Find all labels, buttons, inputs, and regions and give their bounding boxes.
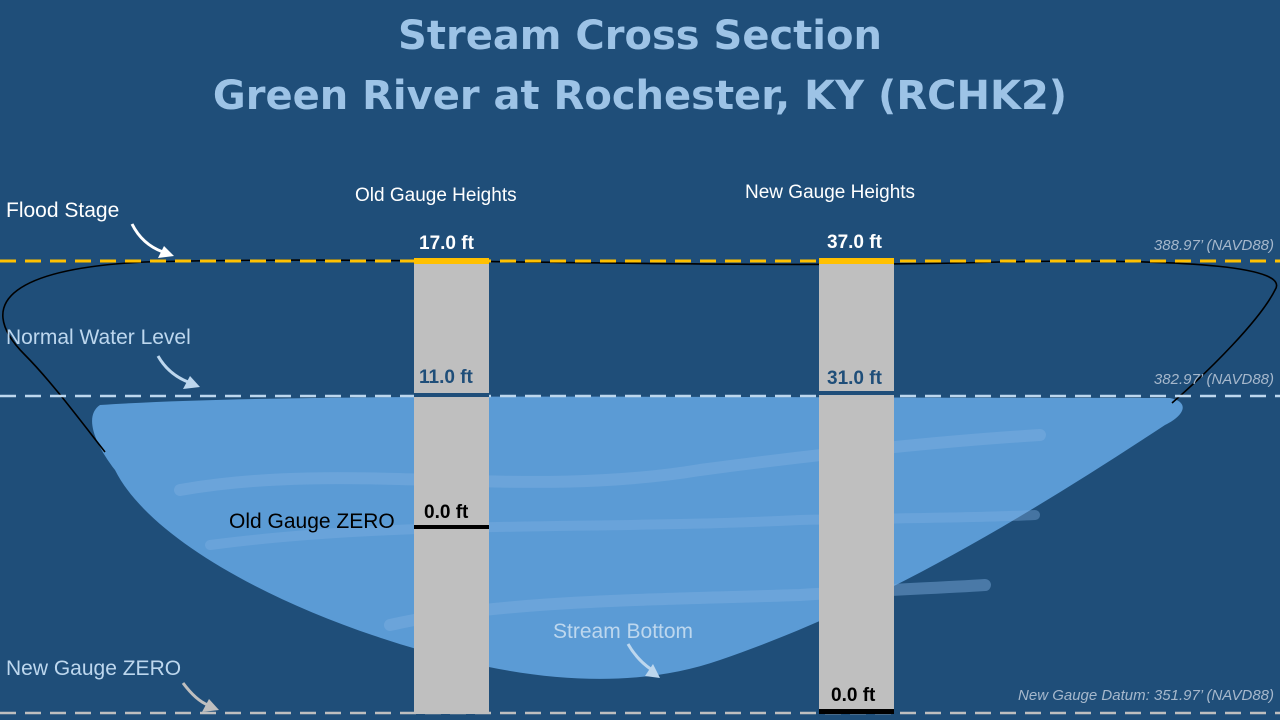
old-gauge-normal-mark bbox=[414, 393, 489, 397]
normal-water-arrow bbox=[156, 355, 200, 389]
diagram-title: Stream Cross Section bbox=[398, 13, 882, 59]
old-gauge-flood-value: 17.0 ft bbox=[419, 233, 474, 254]
water-streak bbox=[205, 510, 1040, 550]
old-gauge-zero-label: Old Gauge ZERO bbox=[229, 510, 395, 533]
stream-bottom-arrow bbox=[626, 643, 660, 678]
old-gauge-zero-mark bbox=[414, 525, 489, 529]
diagram-subtitle: Green River at Rochester, KY (RCHK2) bbox=[212, 73, 1068, 119]
new-gauge-datum-elevation: New Gauge Datum: 351.97’ (NAVD88) bbox=[1018, 687, 1274, 704]
flood-stage-elevation: 388.97’ (NAVD88) bbox=[1153, 237, 1274, 254]
old-gauge-flood-mark bbox=[414, 258, 489, 264]
normal-water-level-label: Normal Water Level bbox=[6, 326, 191, 349]
new-gauge-staff bbox=[819, 262, 894, 714]
old-gauge-staff bbox=[414, 262, 489, 714]
new-gauge-flood-value: 37.0 ft bbox=[827, 232, 882, 253]
new-gauge-zero-label: New Gauge ZERO bbox=[6, 657, 182, 680]
new-gauge-zero-mark bbox=[819, 709, 894, 714]
new-gauge-normal-mark bbox=[819, 391, 894, 395]
old-gauge-zero-value: 0.0 ft bbox=[424, 502, 469, 523]
normal-water-elevation: 382.97’ (NAVD88) bbox=[1153, 371, 1274, 388]
water-streak bbox=[174, 429, 1046, 496]
flood-stage-arrow bbox=[130, 223, 174, 258]
flood-stage-label: Flood Stage bbox=[6, 199, 120, 222]
old-gauge-normal-value: 11.0 ft bbox=[419, 367, 473, 388]
new-gauge-zero-value: 0.0 ft bbox=[831, 685, 876, 706]
new-gauge-flood-mark bbox=[819, 258, 894, 264]
old-gauge-heights-header: Old Gauge Heights bbox=[355, 185, 517, 206]
new-gauge-normal-value: 31.0 ft bbox=[827, 368, 882, 389]
new-gauge-zero-arrow bbox=[181, 682, 219, 712]
new-gauge-heights-header: New Gauge Heights bbox=[745, 182, 916, 203]
water-body bbox=[92, 396, 1183, 679]
stream-bottom-label: Stream Bottom bbox=[553, 620, 694, 643]
